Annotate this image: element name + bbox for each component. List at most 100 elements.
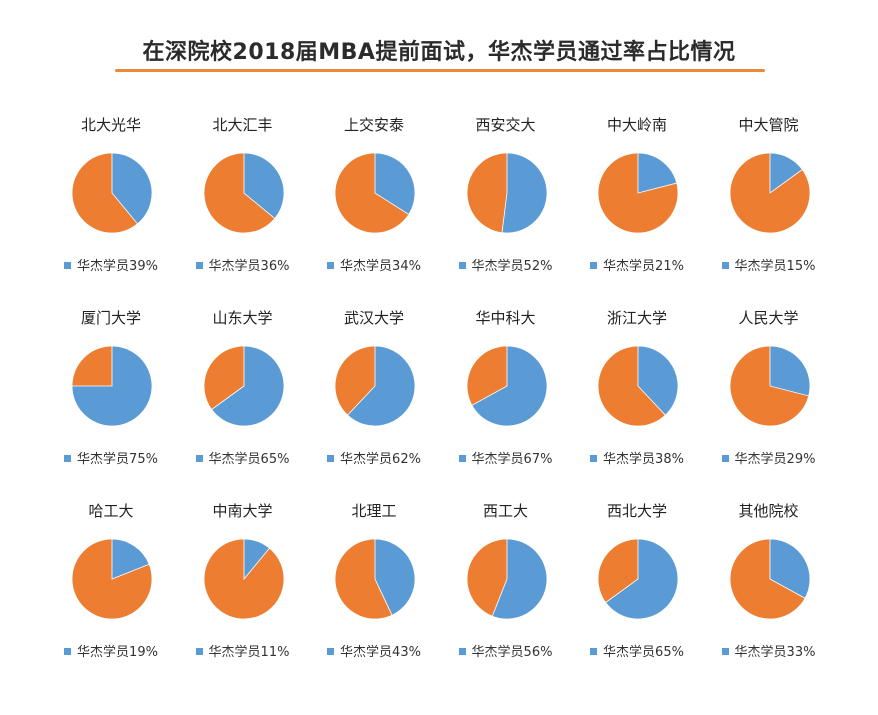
pie-chart: 上交安泰华杰学员34%	[308, 115, 440, 295]
pie-svg	[466, 538, 547, 620]
legend-label: 华杰学员11%	[208, 645, 290, 660]
page-title: 在深院校2018届MBA提前面试，华杰学员通过率占比情况	[142, 40, 736, 65]
pie-slice-huajie	[769, 345, 810, 397]
pie-slice-huajie	[111, 152, 153, 225]
legend-swatch-icon	[64, 262, 72, 269]
pie-chart: 中大岭南华杰学员21%	[571, 115, 703, 295]
pie-chart: 西安交大 华杰学员52%	[440, 115, 572, 295]
legend-label: 华杰学员15%	[734, 259, 816, 274]
pie-svg	[334, 538, 416, 620]
pie-legend: 华杰学员36%	[177, 255, 309, 274]
pie-chart-title: 中大管院	[738, 116, 799, 134]
pie-svg	[203, 345, 284, 427]
pie-slice-huajie	[374, 538, 416, 616]
legend-swatch-icon	[590, 455, 598, 462]
pie-chart-title: 厦门大学	[80, 309, 141, 327]
pie-legend: 华杰学员29%	[703, 448, 835, 467]
legend-swatch-icon	[458, 455, 466, 462]
pie-legend: 华杰学员15%	[703, 255, 835, 274]
pie-legend: 华杰学员34%	[308, 255, 440, 274]
pie-svg	[729, 345, 810, 427]
pie-svg	[466, 152, 547, 234]
legend-label: 华杰学员52%	[471, 259, 553, 274]
legend-swatch-icon	[458, 262, 466, 269]
legend-label: 华杰学员34%	[340, 259, 421, 274]
pie-slice-huajie	[769, 538, 810, 599]
legend-swatch-icon	[590, 648, 598, 655]
pie-slice-huajie	[243, 538, 270, 581]
pie-slice-huajie	[243, 152, 284, 220]
pie-chart: 山东大学华杰学员65%	[177, 308, 309, 488]
pie-svg	[203, 538, 284, 620]
legend-swatch-icon	[458, 648, 466, 655]
pie-slice-huajie	[470, 345, 547, 427]
legend-label: 华杰学员62%	[340, 452, 421, 467]
legend-label: 华杰学员38%	[603, 452, 684, 467]
pie-chart-title: 北大汇丰	[212, 116, 273, 134]
pie-chart: 浙江大学华杰学员38%	[571, 308, 703, 488]
pie-slice-huajie	[637, 152, 678, 194]
legend-label: 华杰学员43%	[340, 645, 421, 660]
pie-legend: 华杰学员52%	[440, 255, 572, 274]
legend-swatch-icon	[327, 262, 335, 269]
pie-chart: 北大光华 华杰学员39%	[45, 115, 177, 295]
pie-svg	[597, 538, 679, 620]
pie-chart: 哈工大华杰学员19%	[45, 501, 177, 681]
pie-svg	[71, 152, 153, 234]
pie-legend: 华杰学员75%	[45, 448, 177, 467]
legend-swatch-icon	[195, 262, 203, 269]
legend-swatch-icon	[721, 262, 729, 269]
pie-chart-title: 西北大学	[606, 502, 667, 520]
legend-label: 华杰学员75%	[77, 452, 158, 467]
legend-swatch-icon	[64, 648, 72, 655]
pie-svg	[597, 345, 679, 427]
pie-slice-huajie	[637, 345, 679, 416]
pie-chart: 北理工 华杰学员43%	[308, 501, 440, 681]
pie-legend: 华杰学员21%	[571, 255, 703, 274]
pie-legend: 华杰学员65%	[177, 448, 309, 467]
pie-legend: 华杰学员43%	[308, 641, 440, 660]
legend-swatch-icon	[64, 455, 72, 462]
title-underline	[115, 69, 765, 72]
pie-slice-huajie	[605, 538, 679, 620]
pie-svg	[71, 345, 153, 427]
legend-label: 华杰学员19%	[77, 645, 158, 660]
pie-slice-huajie	[501, 152, 547, 234]
pie-slice-huajie	[347, 345, 416, 427]
pie-slice-huajie	[210, 345, 284, 427]
pie-svg	[466, 345, 547, 427]
legend-label: 华杰学员65%	[208, 452, 290, 467]
legend-label: 华杰学员67%	[471, 452, 553, 467]
pie-chart: 北大汇丰华杰学员36%	[177, 115, 309, 295]
pie-slice-huajie	[769, 152, 803, 194]
pie-legend: 华杰学员56%	[440, 641, 572, 660]
pie-chart: 中南大学华杰学员11%	[177, 501, 309, 681]
pie-svg	[334, 152, 416, 234]
legend-swatch-icon	[590, 262, 598, 269]
legend-label: 华杰学员21%	[603, 259, 684, 274]
pie-legend: 华杰学员67%	[440, 448, 572, 467]
chart-title-wrap: 在深院校2018届MBA提前面试，华杰学员通过率占比情况	[0, 34, 878, 66]
pie-legend: 华杰学员33%	[703, 641, 835, 660]
pie-legend: 华杰学员65%	[571, 641, 703, 660]
legend-label: 华杰学员56%	[471, 645, 553, 660]
pie-chart-title: 哈工大	[88, 502, 134, 520]
pie-svg	[334, 345, 416, 427]
pie-chart-title: 华中科大	[475, 309, 536, 327]
pie-svg	[71, 538, 153, 620]
pie-slice-huajie	[491, 538, 547, 620]
pie-chart-title: 上交安泰	[343, 116, 404, 134]
legend-swatch-icon	[327, 455, 335, 462]
pie-chart-title: 中南大学	[212, 502, 273, 520]
pie-svg	[203, 152, 284, 234]
pie-chart-title: 中大岭南	[606, 116, 667, 134]
legend-label: 华杰学员29%	[734, 452, 816, 467]
pie-chart-title: 浙江大学	[606, 309, 667, 327]
pie-chart: 西工大 华杰学员56%	[440, 501, 572, 681]
pie-chart-title: 其他院校	[738, 502, 799, 520]
pie-chart-title: 山东大学	[212, 309, 273, 327]
pie-chart: 武汉大学华杰学员62%	[308, 308, 440, 488]
pie-chart-title: 人民大学	[738, 309, 799, 327]
pie-chart-title: 武汉大学	[343, 309, 404, 327]
pie-slice-huajie	[71, 345, 153, 427]
